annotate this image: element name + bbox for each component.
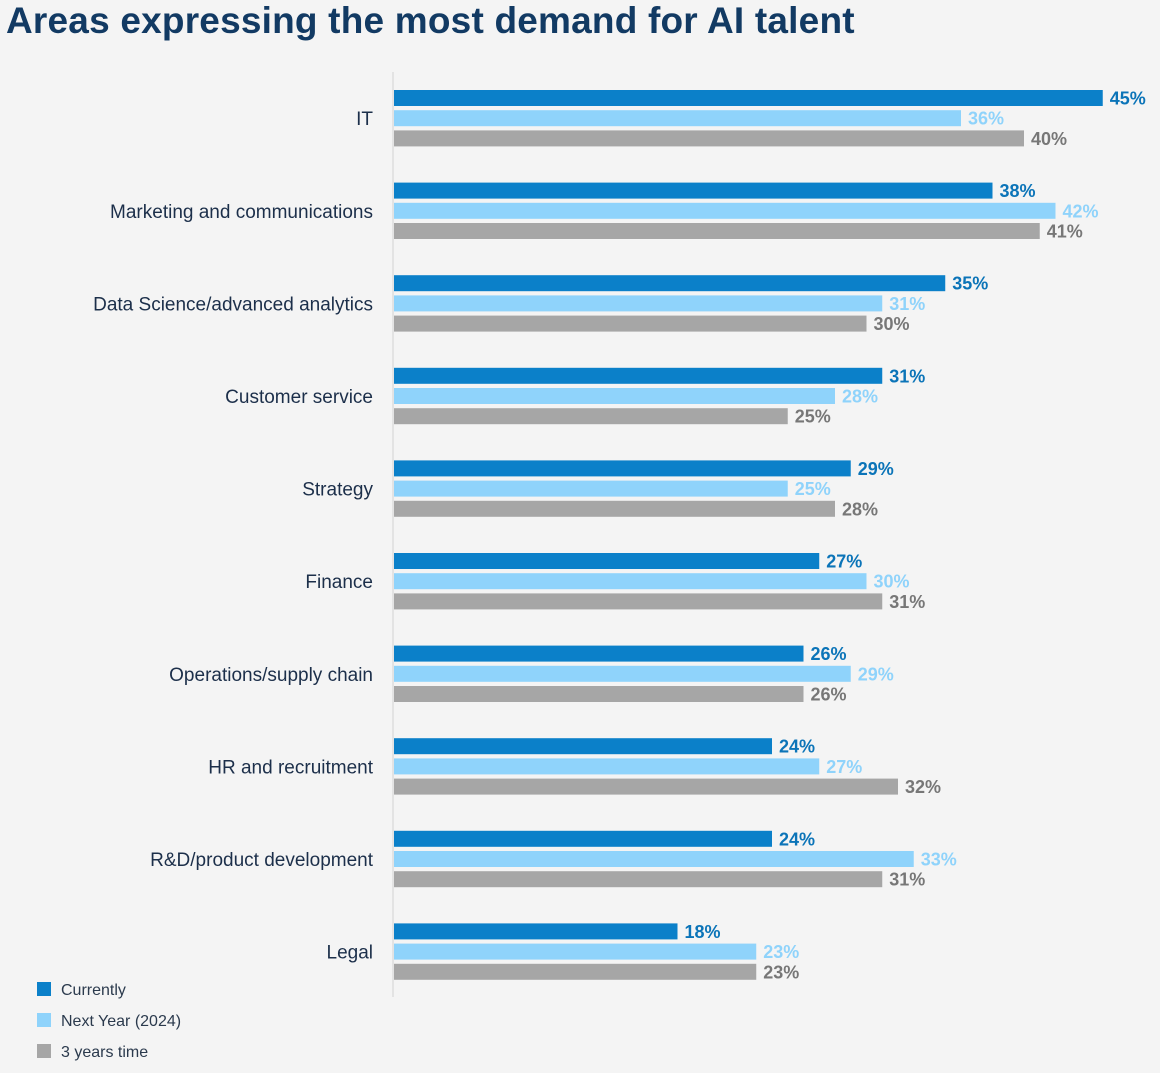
legend-swatch xyxy=(37,1044,51,1058)
data-label: 29% xyxy=(858,459,894,479)
legend-swatch xyxy=(37,982,51,996)
bar xyxy=(394,480,788,497)
bar xyxy=(394,645,804,662)
bar xyxy=(394,778,898,795)
category-label: HR and recruitment xyxy=(208,757,373,778)
data-label: 24% xyxy=(779,829,815,849)
data-label: 41% xyxy=(1047,222,1083,242)
data-label: 25% xyxy=(795,479,831,499)
data-label: 28% xyxy=(842,387,878,407)
data-label: 23% xyxy=(763,942,799,962)
data-label: 23% xyxy=(763,962,799,982)
bar xyxy=(394,110,961,127)
category-label: IT xyxy=(356,109,373,130)
legend-label: Currently xyxy=(61,982,126,999)
data-label: 36% xyxy=(968,109,1004,129)
bar xyxy=(394,738,772,755)
bar xyxy=(394,963,757,980)
bar xyxy=(394,871,883,888)
category-label: Customer service xyxy=(225,387,373,408)
bar xyxy=(394,388,835,404)
bar xyxy=(394,202,1056,219)
data-label: 35% xyxy=(952,274,988,294)
bar xyxy=(394,943,757,960)
bar xyxy=(394,500,835,517)
data-label: 31% xyxy=(889,366,925,386)
legend-swatch xyxy=(37,1013,51,1027)
bar xyxy=(394,758,820,775)
data-label: 26% xyxy=(811,644,847,664)
category-label: Data Science/advanced analytics xyxy=(93,294,373,315)
data-label: 27% xyxy=(826,757,862,777)
data-label: 31% xyxy=(889,294,925,314)
category-label: R&D/product development xyxy=(150,850,374,871)
data-label: 31% xyxy=(889,870,925,890)
bar xyxy=(394,573,867,590)
category-label: Strategy xyxy=(302,480,373,501)
data-label: 31% xyxy=(889,592,925,612)
category-label: Finance xyxy=(305,572,373,593)
data-label: 30% xyxy=(874,314,910,334)
data-label: 18% xyxy=(685,922,721,942)
legend-label: 3 years time xyxy=(61,1044,148,1061)
data-label: 28% xyxy=(842,499,878,519)
data-label: 30% xyxy=(874,572,910,592)
bar xyxy=(394,553,820,569)
data-label: 38% xyxy=(1000,181,1036,201)
data-label: 45% xyxy=(1110,89,1146,109)
data-label: 40% xyxy=(1031,129,1067,149)
bar xyxy=(394,665,851,682)
bar xyxy=(394,275,946,292)
category-label: Marketing and communications xyxy=(110,202,373,223)
bar xyxy=(394,923,678,940)
bar xyxy=(394,90,1103,106)
data-label: 25% xyxy=(795,407,831,427)
data-label: 26% xyxy=(811,685,847,705)
bar xyxy=(394,408,788,425)
bar xyxy=(394,460,851,477)
bar xyxy=(394,367,883,384)
category-label: Legal xyxy=(327,943,374,964)
bar xyxy=(394,223,1040,239)
chart-title: Areas expressing the most demand for AI … xyxy=(6,0,855,41)
bar xyxy=(394,295,883,312)
bar xyxy=(394,686,804,702)
data-label: 32% xyxy=(905,777,941,797)
bar xyxy=(394,315,867,332)
bar xyxy=(394,130,1024,147)
data-label: 24% xyxy=(779,737,815,757)
data-label: 29% xyxy=(858,664,894,684)
bar xyxy=(394,593,883,610)
category-label: Operations/supply chain xyxy=(169,665,373,686)
legend-label: Next Year (2024) xyxy=(61,1013,181,1030)
data-label: 27% xyxy=(826,552,862,572)
data-label: 33% xyxy=(921,850,957,870)
bar xyxy=(394,830,772,847)
bar xyxy=(394,851,914,867)
bar xyxy=(394,182,993,199)
data-label: 42% xyxy=(1063,201,1099,221)
